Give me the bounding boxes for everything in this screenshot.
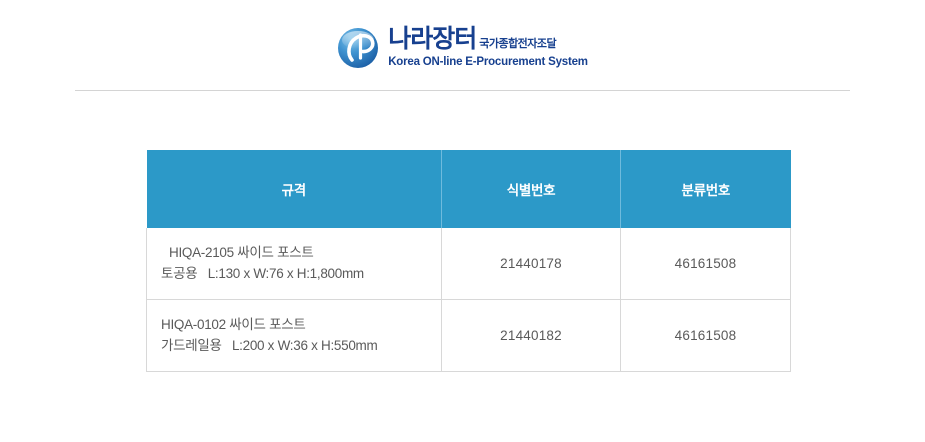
spec-table: 규격 식별번호 분류번호 HIQA-2105 싸이드 포스트 토공용 L:130…: [146, 150, 791, 372]
spec-name: HIQA-0102 싸이드 포스트: [161, 316, 306, 332]
page-header: 나라장터 국가종합전자조달 Korea ON-line E-Procuremen…: [0, 0, 925, 90]
cell-identification-number: 21440182: [441, 299, 621, 372]
cell-classification-number: 46161508: [620, 228, 791, 300]
column-header-id: 식별번호: [441, 150, 621, 228]
spec-dimensions: 가드레일용 L:200 x W:36 x H:550mm: [161, 337, 378, 353]
cell-classification-number: 46161508: [620, 299, 791, 372]
cell-spec: HIQA-0102 싸이드 포스트 가드레일용 L:200 x W:36 x H…: [146, 299, 442, 372]
site-logo[interactable]: 나라장터 국가종합전자조달 Korea ON-line E-Procuremen…: [337, 27, 588, 69]
column-header-class: 분류번호: [620, 150, 791, 228]
header-divider: [75, 90, 850, 91]
logo-brand-korean: 나라장터: [388, 25, 477, 54]
column-header-spec: 규격: [146, 150, 442, 228]
spec-table-container: 규격 식별번호 분류번호 HIQA-2105 싸이드 포스트 토공용 L:130…: [146, 150, 791, 372]
logo-brand-english: Korea ON-line E-Procurement System: [388, 56, 588, 69]
table-header-row: 규격 식별번호 분류번호: [146, 150, 791, 228]
spec-table-body: HIQA-2105 싸이드 포스트 토공용 L:130 x W:76 x H:1…: [146, 228, 791, 372]
spec-table-head: 규격 식별번호 분류번호: [146, 150, 791, 228]
spec-dimensions: 토공용 L:130 x W:76 x H:1,800mm: [161, 265, 364, 281]
narajangteo-circle-p-logo-icon: [337, 27, 379, 69]
logo-text-block: 나라장터 국가종합전자조달 Korea ON-line E-Procuremen…: [388, 27, 588, 69]
table-row: HIQA-2105 싸이드 포스트 토공용 L:130 x W:76 x H:1…: [146, 228, 791, 300]
logo-brand-korean-sub: 국가종합전자조달: [479, 38, 557, 51]
cell-identification-number: 21440178: [441, 228, 621, 300]
spec-name: HIQA-2105 싸이드 포스트: [169, 244, 314, 260]
cell-spec: HIQA-2105 싸이드 포스트 토공용 L:130 x W:76 x H:1…: [146, 228, 442, 300]
table-row: HIQA-0102 싸이드 포스트 가드레일용 L:200 x W:36 x H…: [146, 299, 791, 372]
